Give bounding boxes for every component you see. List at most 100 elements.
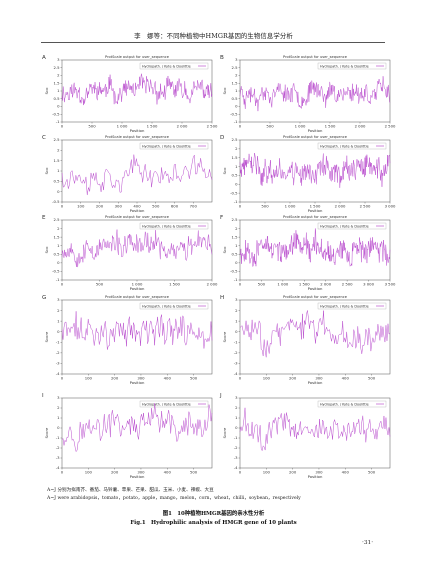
- plot-frame: [61, 397, 213, 469]
- panel-label: F: [220, 215, 223, 221]
- running-head: 李 娜等：不同种植物中HMGR基因的生物信息学分析: [134, 32, 293, 40]
- x-tick-label: 500: [266, 124, 274, 129]
- panel-title: ProtScale output for user_sequence: [283, 215, 348, 219]
- x-tick-label: 2 000: [355, 124, 366, 129]
- y-tick-label: -2: [56, 350, 60, 355]
- y-axis-label: Sco: [44, 246, 49, 253]
- figure-caption-english: Fig.1 Hydrophilic analysis of HMGR gene …: [130, 520, 297, 526]
- legend-box: [139, 400, 209, 408]
- legend-label: Hydropath. / Kyte & Doolittle: [320, 224, 369, 228]
- legend-box: [139, 142, 209, 150]
- x-tick-label: 1 500: [169, 282, 180, 287]
- y-tick-label: 0: [235, 181, 238, 186]
- legend-box: [317, 302, 387, 310]
- legend-label: Hydropath. / Kyte & Doolittle: [142, 224, 191, 228]
- y-tick-label: -3: [56, 361, 60, 366]
- x-tick-label: 500: [368, 470, 376, 475]
- y-tick-label: 1.5: [53, 158, 60, 163]
- x-tick-label: 400: [342, 376, 350, 381]
- x-tick-label: 1 000: [277, 282, 288, 287]
- y-tick-label: -0.5: [230, 190, 238, 195]
- y-axis-label: Sco: [44, 167, 49, 174]
- hydropathy-trace: [61, 73, 213, 106]
- x-tick-label: 100: [77, 204, 85, 209]
- panel-label: H: [220, 295, 224, 301]
- y-axis-label: Sco: [222, 246, 227, 253]
- y-tick-label: 0: [235, 104, 238, 109]
- x-tick-label: 400: [133, 204, 141, 209]
- panel-title: ProtScale output for user_sequence: [283, 55, 348, 59]
- y-tick-label: 1: [235, 318, 238, 323]
- y-tick-label: 0: [57, 329, 60, 334]
- panel-title: ProtScale output for user_sequence: [105, 215, 170, 219]
- plot-frame: [239, 139, 391, 203]
- y-axis-label: Score: [44, 427, 49, 438]
- x-axis-label: Position: [130, 380, 145, 385]
- y-tick-label: 1: [235, 415, 238, 420]
- plot-frame: [239, 397, 391, 469]
- x-tick-label: 0: [239, 470, 242, 475]
- y-tick-label: 3: [57, 395, 60, 400]
- x-tick-label: 200: [289, 376, 297, 381]
- y-tick-label: 1: [235, 243, 238, 248]
- y-tick-label: -4: [234, 371, 238, 376]
- y-tick-label: -3: [234, 361, 238, 366]
- x-tick-label: 1 000: [117, 124, 128, 129]
- y-tick-label: 1.5: [231, 155, 238, 160]
- panel-label: C: [42, 135, 46, 141]
- x-tick-label: 3 000: [363, 282, 374, 287]
- hydropathy-trace: [239, 76, 391, 112]
- y-tick-label: 3: [235, 57, 238, 62]
- x-tick-label: 500: [258, 282, 266, 287]
- legend-label: Hydropath. / Kyte & Doolittle: [320, 64, 369, 68]
- y-tick-label: 1: [235, 164, 238, 169]
- y-tick-label: -0.5: [52, 199, 60, 204]
- x-tick-label: 2 000: [320, 282, 331, 287]
- panel-title: ProtScale output for user_sequence: [105, 55, 170, 59]
- x-tick-label: 2 500: [342, 282, 353, 287]
- y-tick-label: 3: [235, 297, 238, 302]
- legend-box: [317, 62, 387, 70]
- y-tick-label: 1.5: [53, 80, 60, 85]
- x-tick-label: 0: [61, 470, 64, 475]
- legend-box: [317, 400, 387, 408]
- page-number: ·31·: [362, 540, 374, 546]
- legend-label: Hydropath. / Kyte & Doolittle: [142, 402, 191, 406]
- hydropathy-panel-d: D ProtScale output for user_sequence 2.5 2 1…: [220, 135, 396, 213]
- y-tick-label: 2.5: [53, 217, 60, 222]
- hydropathy-trace: [61, 229, 213, 268]
- y-tick-label: -1: [234, 119, 238, 124]
- x-tick-label: 500: [368, 376, 376, 381]
- y-tick-label: -1: [234, 199, 238, 204]
- panel-title: ProtScale output for user_sequence: [283, 295, 348, 299]
- x-tick-label: 200: [289, 470, 297, 475]
- hydropathy-panel-a: A ProtScale output for user_sequence 3 2.5 2…: [42, 55, 218, 133]
- y-tick-label: 0.5: [231, 251, 238, 256]
- plot-frame: [61, 59, 213, 123]
- x-tick-label: 100: [263, 470, 271, 475]
- y-tick-label: 0: [57, 425, 60, 430]
- legend-label: Hydropath. / Kyte & Doolittle: [320, 304, 369, 308]
- figure-caption-chinese: 图1 10种植物HMGR基因的亲水性分析: [162, 511, 265, 517]
- y-tick-label: 2: [235, 308, 238, 313]
- x-tick-label: 0: [61, 282, 64, 287]
- y-tick-label: 2: [57, 308, 60, 313]
- x-tick-label: 1 000: [132, 282, 143, 287]
- x-tick-label: 0: [61, 376, 64, 381]
- y-tick-label: -1: [234, 277, 238, 282]
- x-tick-label: 3 500: [385, 282, 396, 287]
- y-tick-label: -0.5: [52, 269, 60, 274]
- x-axis-label: Position: [130, 474, 145, 479]
- x-tick-label: 500: [190, 470, 198, 475]
- y-tick-label: 0: [57, 189, 60, 194]
- y-tick-label: 0.5: [53, 251, 60, 256]
- y-tick-label: -3: [56, 455, 60, 460]
- panel-label: E: [42, 215, 46, 221]
- legend-box: [317, 142, 387, 150]
- plot-frame: [61, 139, 213, 203]
- panel-label: B: [220, 55, 224, 61]
- y-tick-label: 2.5: [53, 65, 60, 70]
- y-tick-label: 2: [57, 226, 60, 231]
- hydropathy-trace: [239, 310, 391, 358]
